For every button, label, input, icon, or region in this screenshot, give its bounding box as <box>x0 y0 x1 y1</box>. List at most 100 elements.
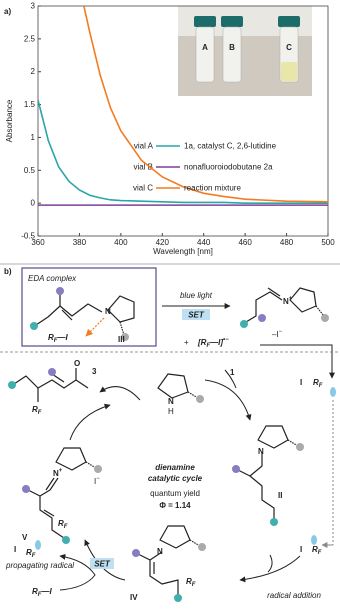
r: R <box>26 548 32 557</box>
atom-n: N <box>53 469 59 478</box>
substituent <box>198 543 206 551</box>
y-tick-label: -0.5 <box>21 232 35 241</box>
legend-label: 1a, catalyst C, 2,6-lutidine <box>184 142 277 151</box>
atom: N+ <box>53 468 63 478</box>
x-tick-label: 360 <box>31 238 45 247</box>
sub: F <box>38 410 42 416</box>
substituent <box>132 549 140 557</box>
atom: O <box>74 359 80 368</box>
ion: I <box>94 477 96 486</box>
vial-cap <box>221 16 243 27</box>
bond <box>287 439 299 447</box>
cycle-title: dienamine <box>155 463 195 472</box>
x-tick-label: 420 <box>156 238 170 247</box>
set-label: SET <box>94 560 111 569</box>
scheme: b) EDA complex N RF—I III blue light SET… <box>0 267 340 602</box>
legend-vial: vial B <box>133 163 153 172</box>
vial-label: C <box>286 43 292 52</box>
bond <box>119 321 125 336</box>
photo: A B C <box>178 6 312 96</box>
arrow-label: SET <box>188 311 205 320</box>
bond <box>35 303 103 326</box>
compound-label: II <box>278 491 282 500</box>
sub: F <box>319 383 323 389</box>
rest: —I] <box>209 338 223 347</box>
radical-anion: [RF—I]•− <box>197 337 229 349</box>
reagent: RF—I <box>48 333 68 344</box>
caption: propagating radical <box>5 561 74 570</box>
vial <box>195 26 215 83</box>
substituent <box>270 518 278 526</box>
atom: N <box>157 547 163 556</box>
legend-label: nonafluoroiodobutane 2a <box>184 163 273 172</box>
reagent-rest: —I <box>56 333 68 342</box>
rest: —I <box>40 587 52 596</box>
eda-arrow <box>85 317 105 337</box>
sub: F <box>64 524 68 530</box>
compound-label: 3 <box>92 367 97 376</box>
x-tick-label: 400 <box>114 238 128 247</box>
x-tick-label: 500 <box>321 238 335 247</box>
cycle-arrow <box>239 555 301 583</box>
plus: + <box>184 338 189 347</box>
radical: RF <box>313 378 323 389</box>
substituent <box>258 314 266 322</box>
x-tick-label: 480 <box>280 238 294 247</box>
reagent-sub: F <box>54 338 58 344</box>
counter-ion: I− <box>94 476 100 486</box>
vial-label: B <box>229 43 235 52</box>
vial <box>222 26 242 83</box>
bond <box>245 291 283 323</box>
atom: N <box>105 307 111 316</box>
radical-drop <box>311 535 317 545</box>
bond <box>249 452 275 520</box>
r: R <box>313 378 319 387</box>
ring <box>257 425 289 449</box>
y-tick-label: 3 <box>31 2 36 11</box>
set-box <box>182 309 210 320</box>
caption: radical addition <box>267 591 321 600</box>
substituent <box>196 395 204 403</box>
substituent <box>240 320 248 328</box>
y-tick-label: 2 <box>31 67 36 76</box>
quantum-yield: quantum yield <box>150 489 200 498</box>
x-tick-label: 440 <box>197 238 211 247</box>
reagent-in <box>224 369 237 389</box>
substituent <box>8 381 16 389</box>
quantum-yield-value: Φ = 1.14 <box>159 501 191 510</box>
substituent <box>174 594 182 602</box>
vial-cap <box>278 16 300 27</box>
bracket: [ <box>197 338 202 347</box>
compound-label: I <box>300 378 302 387</box>
x-axis-label: Wavelength [nm] <box>153 247 213 256</box>
compound-label: I <box>14 545 16 554</box>
ring <box>107 295 135 323</box>
ring <box>289 287 317 313</box>
propagation-arrow <box>59 553 96 591</box>
ring <box>55 447 87 471</box>
plot-frame <box>37 5 329 237</box>
charge: + <box>59 468 63 474</box>
substituent <box>56 287 64 295</box>
sub: F <box>318 550 322 556</box>
set-box <box>90 558 114 569</box>
radical: RF <box>26 548 36 559</box>
compound-label: III <box>118 335 125 344</box>
chart-area: a) Absorbance Wavelength [nm] A B C -0.5… <box>4 2 335 257</box>
compound-label: I <box>300 545 302 554</box>
substituent <box>30 322 38 330</box>
charge: + <box>289 296 293 302</box>
y-tick-label: 0 <box>31 199 36 208</box>
substituent <box>22 485 30 493</box>
vial-label: A <box>202 43 208 52</box>
sup: − <box>279 329 283 335</box>
iodide-loss: –I− <box>272 329 283 339</box>
bond <box>27 489 41 497</box>
y-tick-label: 2.5 <box>24 34 36 43</box>
bond <box>137 553 151 561</box>
compound-label: IV <box>130 593 138 602</box>
bond <box>85 461 97 469</box>
bond <box>149 551 179 596</box>
substituent <box>232 465 240 473</box>
